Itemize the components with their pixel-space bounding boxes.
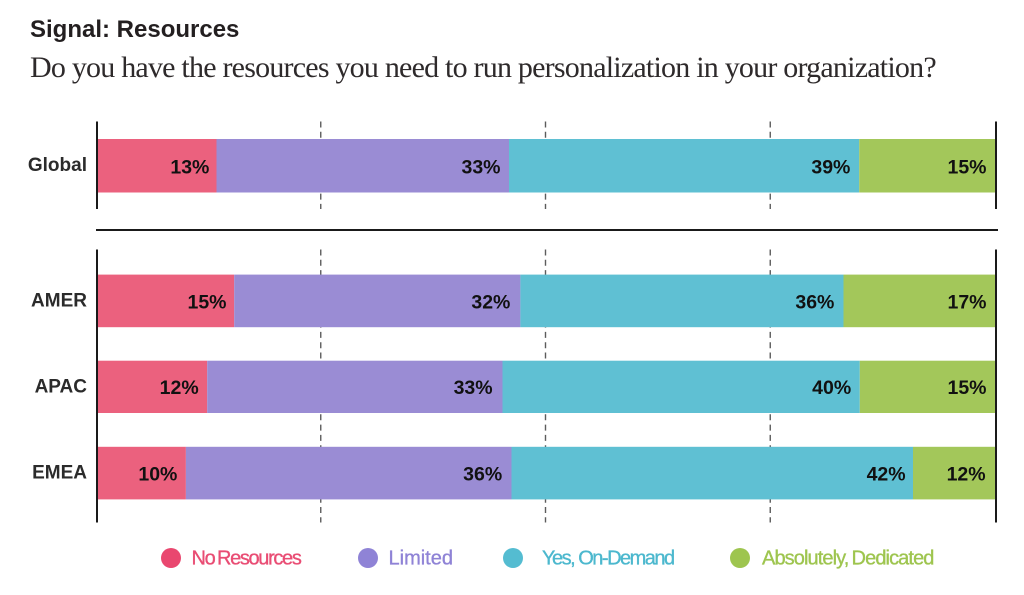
svg-text:EMEA: EMEA (32, 463, 87, 484)
svg-text:13%: 13% (170, 156, 209, 178)
svg-text:Global: Global (28, 155, 87, 176)
svg-text:10%: 10% (138, 463, 177, 485)
svg-text:AMER: AMER (31, 290, 87, 311)
svg-text:33%: 33% (461, 156, 500, 178)
svg-text:42%: 42% (867, 463, 906, 485)
svg-text:36%: 36% (463, 463, 502, 485)
svg-text:39%: 39% (811, 156, 850, 178)
svg-text:APAC: APAC (35, 376, 88, 397)
svg-text:12%: 12% (160, 377, 199, 399)
svg-text:Limited: Limited (389, 548, 453, 570)
svg-text:15%: 15% (187, 291, 226, 313)
svg-text:Yes, On-Demand: Yes, On-Demand (542, 548, 674, 570)
svg-text:33%: 33% (454, 377, 493, 399)
svg-text:15%: 15% (947, 156, 986, 178)
svg-text:40%: 40% (812, 377, 851, 399)
svg-text:15%: 15% (947, 377, 986, 399)
svg-text:No Resources: No Resources (192, 548, 302, 570)
svg-text:12%: 12% (947, 463, 986, 485)
svg-text:17%: 17% (947, 291, 986, 313)
svg-text:32%: 32% (471, 291, 510, 313)
svg-text:36%: 36% (795, 291, 834, 313)
svg-text:Absolutely, Dedicated: Absolutely, Dedicated (762, 548, 934, 570)
